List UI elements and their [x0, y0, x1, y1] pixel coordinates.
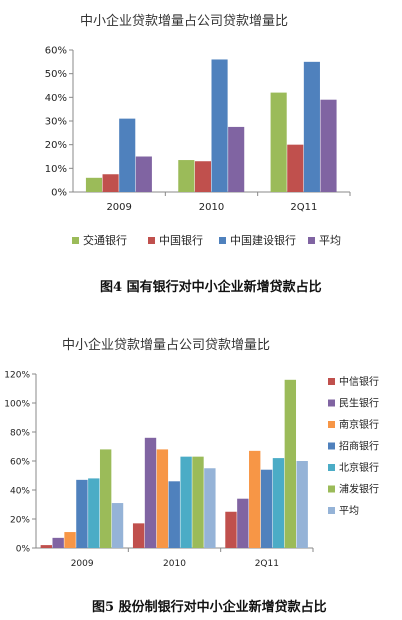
- bar-中信银行-2010: [132, 523, 145, 548]
- bar-浦发银行-2009: [99, 449, 112, 548]
- legend-label: 民生银行: [339, 397, 379, 410]
- legend-label: 中国建设银行: [230, 233, 296, 247]
- y-tick-label: 20%: [10, 516, 30, 526]
- bar-中国建设银行-2009: [119, 118, 136, 192]
- bar-中国银行-2Q11: [287, 144, 304, 192]
- bar-民生银行-2Q11: [237, 498, 249, 548]
- y-tick-label: 10%: [45, 164, 67, 175]
- legend-label: 平均: [339, 505, 359, 517]
- bar-中信银行-2Q11: [225, 511, 237, 548]
- bar-北京银行-2Q11: [272, 458, 285, 548]
- y-tick-label: 0%: [16, 545, 31, 555]
- bar-平均-2010: [228, 126, 245, 192]
- legend-swatch: [308, 237, 315, 244]
- bar-平均-2Q11: [320, 99, 337, 192]
- x-tick-label: 2009: [71, 559, 94, 569]
- x-tick-label: 2009: [106, 202, 131, 213]
- legend-swatch: [328, 485, 335, 493]
- bar-平均-2009: [135, 156, 152, 192]
- y-tick-label: 120%: [4, 371, 30, 381]
- bar-浦发银行-2010: [192, 456, 204, 548]
- bar-平均-2009: [111, 503, 124, 548]
- bar-平均-2010: [204, 468, 216, 548]
- chart1-caption: 图4 国有银行对中小企业新增贷款占比: [100, 280, 322, 295]
- bar-交通银行-2010: [178, 160, 195, 192]
- y-tick-label: 100%: [4, 400, 30, 410]
- legend-swatch: [328, 399, 335, 407]
- y-tick-label: 80%: [10, 429, 30, 439]
- y-tick-label: 30%: [45, 117, 67, 128]
- bar-招商银行-2009: [76, 479, 88, 548]
- bar-平均-2Q11: [296, 461, 308, 548]
- bar-交通银行-2009: [85, 177, 103, 192]
- y-tick-label: 20%: [45, 140, 67, 151]
- bar-中国建设银行-2Q11: [303, 61, 320, 193]
- x-tick-label: 2Q11: [255, 559, 279, 569]
- legend-swatch: [148, 237, 155, 244]
- legend-label: 交通银行: [83, 233, 127, 247]
- x-tick-label: 2010: [199, 202, 224, 213]
- legend-label: 浦发银行: [339, 483, 379, 496]
- legend-label: 中信银行: [339, 375, 379, 388]
- legend-swatch: [328, 464, 335, 471]
- bar-民生银行-2009: [52, 537, 64, 548]
- legend-swatch: [328, 421, 335, 428]
- bar-北京银行-2009: [88, 478, 100, 548]
- y-tick-label: 60%: [10, 458, 30, 468]
- bar-中信银行-2009: [40, 545, 52, 548]
- legend-swatch: [328, 507, 335, 514]
- chart1-title: 中小企业贷款增量占公司贷款增量比: [80, 14, 289, 29]
- x-tick-label: 2Q11: [290, 202, 317, 213]
- legend-swatch: [72, 237, 79, 244]
- bar-民生银行-2010: [144, 437, 157, 548]
- legend-label: 北京银行: [339, 461, 379, 474]
- legend-swatch: [328, 442, 335, 450]
- bar-中国银行-2010: [194, 161, 211, 192]
- chart2-caption: 图5 股份制银行对中小企业新增贷款占比: [92, 600, 327, 615]
- legend-label: 中国银行: [159, 233, 203, 247]
- legend-swatch: [328, 378, 335, 385]
- chart2-title: 中小企业贷款增量占公司贷款增量比: [62, 338, 271, 353]
- y-tick-label: 40%: [10, 487, 30, 497]
- bar-招商银行-2Q11: [260, 469, 273, 548]
- x-tick-label: 2010: [163, 559, 186, 569]
- bar-招商银行-2010: [168, 481, 180, 548]
- y-tick-label: 60%: [45, 46, 67, 57]
- bar-中国银行-2009: [102, 174, 119, 192]
- chart1-state-banks: 0% 10% 20% 30% 40% 50% 60% 2009 2010 2Q11 交通银行 中国银行…: [45, 46, 351, 247]
- y-tick-label: 0%: [51, 188, 67, 199]
- bar-中国建设银行-2010: [211, 59, 228, 192]
- legend-label: 招商银行: [339, 440, 379, 453]
- legend-swatch: [219, 237, 226, 244]
- bar-交通银行-2Q11: [270, 92, 287, 192]
- bar-南京银行-2010: [156, 449, 169, 548]
- legend-label: 平均: [319, 234, 341, 247]
- bar-南京银行-2Q11: [249, 450, 261, 548]
- y-tick-label: 50%: [45, 69, 67, 80]
- bar-北京银行-2010: [180, 456, 192, 548]
- y-tick-label: 40%: [45, 93, 67, 104]
- bar-浦发银行-2Q11: [284, 379, 297, 548]
- bar-南京银行-2009: [64, 532, 76, 548]
- legend-label: 南京银行: [339, 418, 379, 431]
